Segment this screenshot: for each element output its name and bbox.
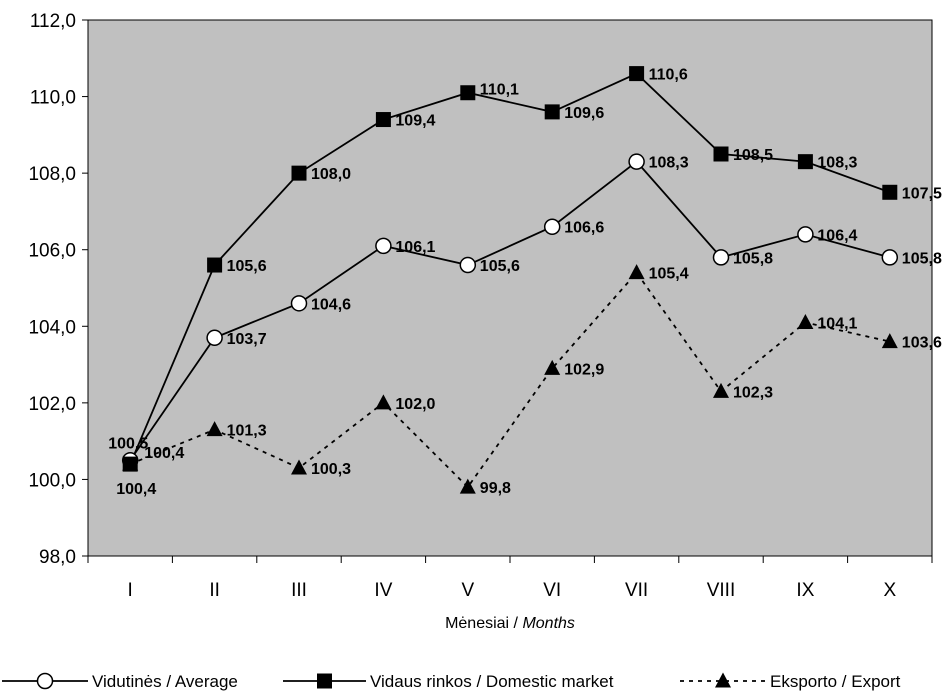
series-line [129, 271, 890, 489]
data-point-marker [291, 165, 307, 181]
data-point-marker [317, 673, 332, 689]
data-label: 100,5 [108, 435, 148, 452]
data-point-marker [629, 66, 645, 82]
data-labels: 100,5 103,7 104,6 106,1 105,6 106,6 108,3 105,8… [108, 67, 942, 499]
data-point-marker [881, 333, 898, 349]
y-tick-label: 104,0 [28, 317, 76, 338]
y-ticks: 98,0 100,0 102,0 104,0 106,0 108,0 110,0 112,0 [28, 11, 88, 568]
x-tick-label: V [461, 580, 474, 601]
data-point-marker [122, 456, 138, 472]
legend-label: Eksporto / Export [770, 672, 901, 691]
data-label: 108,3 [817, 155, 857, 172]
data-label: 106,1 [395, 239, 435, 256]
data-point-marker [628, 153, 645, 170]
y-tick-label: 100,0 [28, 470, 76, 491]
data-point-marker [459, 478, 476, 494]
data-point-marker [712, 249, 730, 266]
data-point-marker [460, 85, 476, 101]
data-label: 108,0 [311, 166, 351, 183]
data-point-marker [882, 184, 898, 200]
legend-entry: Eksporto / Export [680, 672, 901, 691]
data-label: 106,4 [817, 227, 857, 244]
data-label: 104,6 [311, 296, 351, 313]
data-label: 100,4 [116, 481, 156, 498]
legend: Vidutinės / Average Vidaus rinkos / Domes… [2, 672, 901, 691]
data-point-marker [375, 112, 391, 128]
data-point-marker [207, 257, 223, 273]
data-point-marker [881, 249, 899, 266]
data-point-marker [375, 394, 392, 410]
data-point-marker [713, 146, 729, 162]
data-label: 105,6 [227, 258, 267, 275]
legend-entry: Vidutinės / Average [2, 672, 238, 691]
data-label: 105,6 [480, 258, 520, 275]
y-tick-label: 106,0 [28, 241, 76, 262]
data-point-marker [544, 359, 561, 375]
data-label: 100,4 [144, 445, 184, 462]
data-label: 103,6 [902, 335, 942, 352]
y-tick-label: 108,0 [28, 164, 76, 185]
series-line [129, 72, 891, 465]
data-label: 104,1 [817, 315, 857, 332]
series-line [129, 160, 891, 461]
legend-label: Vidutinės / Average [92, 672, 238, 691]
data-point-marker [797, 226, 814, 243]
data-label: 102,9 [564, 361, 604, 378]
data-point-marker [544, 104, 560, 120]
data-point-marker [715, 672, 731, 688]
data-label: 109,6 [564, 105, 604, 122]
data-label: 110,1 [480, 82, 519, 99]
legend-label: Vidaus rinkos / Domestic market [370, 672, 614, 691]
data-point-marker [290, 295, 308, 312]
x-tick-label: IX [796, 580, 814, 601]
x-axis-title: Mėnesiai / Months [445, 615, 575, 632]
y-tick-label: 110,0 [30, 88, 76, 109]
y-tick-label: 98,0 [39, 547, 76, 568]
x-tick-label: VII [625, 580, 648, 601]
y-tick-label: 102,0 [28, 394, 76, 415]
data-point-marker [459, 256, 477, 274]
data-label: 105,8 [733, 250, 773, 267]
y-tick-label: 112,0 [30, 11, 76, 32]
data-label: 100,3 [311, 461, 351, 478]
data-label: 101,3 [227, 423, 267, 440]
data-point-marker [206, 329, 223, 347]
data-point-marker [36, 672, 54, 690]
series-layer [121, 66, 899, 494]
x-tick-label: X [883, 580, 896, 601]
x-tick-label: III [291, 580, 307, 601]
data-label: 102,0 [395, 396, 435, 413]
legend-entry: Vidaus rinkos / Domestic market [283, 672, 614, 691]
data-point-marker [291, 459, 307, 475]
data-point-marker [797, 313, 814, 329]
data-point-marker [375, 237, 392, 255]
data-point-marker [713, 382, 729, 398]
data-point-marker [628, 264, 645, 280]
data-label: 107,5 [902, 185, 942, 202]
data-label: 109,4 [395, 113, 435, 130]
x-tick-label: I [128, 580, 133, 601]
x-tick-label: VI [543, 580, 561, 601]
data-label: 106,6 [564, 220, 604, 237]
data-label: 102,3 [733, 384, 773, 401]
x-tick-label: II [209, 580, 220, 601]
x-tick-label: VIII [707, 580, 736, 601]
data-label: 108,5 [733, 147, 773, 164]
plot-area [87, 19, 933, 557]
x-tick-label: IV [374, 580, 392, 601]
data-point-marker [797, 154, 813, 170]
data-label: 99,8 [480, 480, 511, 497]
data-point-marker [543, 218, 561, 235]
data-label: 105,4 [649, 266, 689, 283]
data-label: 110,6 [649, 67, 688, 84]
data-label: 105,8 [902, 250, 942, 267]
data-label: 103,7 [227, 331, 267, 348]
x-ticks: I II III IV V VI VII VIII IX X [87, 556, 933, 601]
data-point-marker [206, 421, 223, 437]
data-label: 108,3 [649, 155, 689, 172]
